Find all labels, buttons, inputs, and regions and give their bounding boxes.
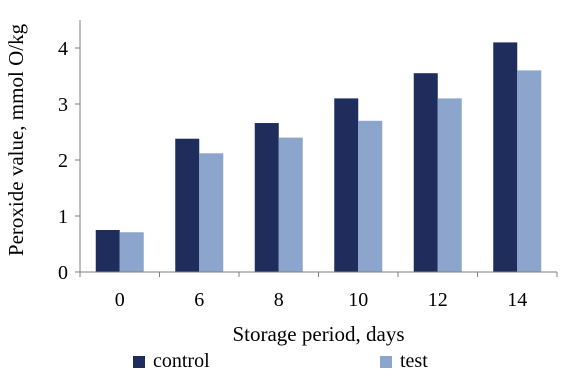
x-tick-label: 10	[348, 289, 368, 311]
y-tick-label: 2	[58, 150, 68, 172]
bar-test-12	[437, 98, 462, 273]
legend: control test	[133, 350, 428, 372]
bar-control-14	[493, 42, 518, 273]
y-axis-ticks: 0 1 2 3 4	[58, 38, 80, 284]
bar-test-10	[358, 120, 383, 272]
bar-control-0	[95, 230, 120, 272]
legend-label-test: test	[400, 350, 428, 372]
x-tick-label: 14	[507, 289, 527, 311]
y-tick-label: 1	[58, 206, 68, 228]
y-tick-label: 4	[58, 38, 68, 60]
bar-test-14	[517, 70, 542, 273]
x-tick-label: 6	[194, 289, 204, 311]
bar-control-10	[334, 98, 359, 273]
bar-control-12	[413, 73, 438, 272]
bars-layer	[95, 42, 542, 273]
bar-control-6	[175, 138, 200, 272]
y-tick-label: 3	[58, 94, 68, 116]
y-tick-label: 0	[58, 262, 68, 284]
legend-swatch-test	[380, 356, 392, 368]
x-tick-label: 8	[274, 289, 284, 311]
x-axis-ticks: 0 6 8 10 12 14	[79, 272, 558, 311]
bar-test-0	[119, 232, 144, 272]
legend-label-control: control	[153, 350, 210, 372]
legend-swatch-control	[133, 356, 145, 368]
x-axis-title: Storage period, days	[232, 322, 404, 346]
x-tick-label: 0	[115, 289, 125, 311]
bar-test-8	[278, 137, 303, 272]
y-axis-title: Peroxide value, mmol O/kg	[4, 23, 28, 256]
bar-test-6	[199, 153, 224, 272]
bar-control-8	[254, 123, 279, 272]
x-tick-label: 12	[428, 289, 448, 311]
